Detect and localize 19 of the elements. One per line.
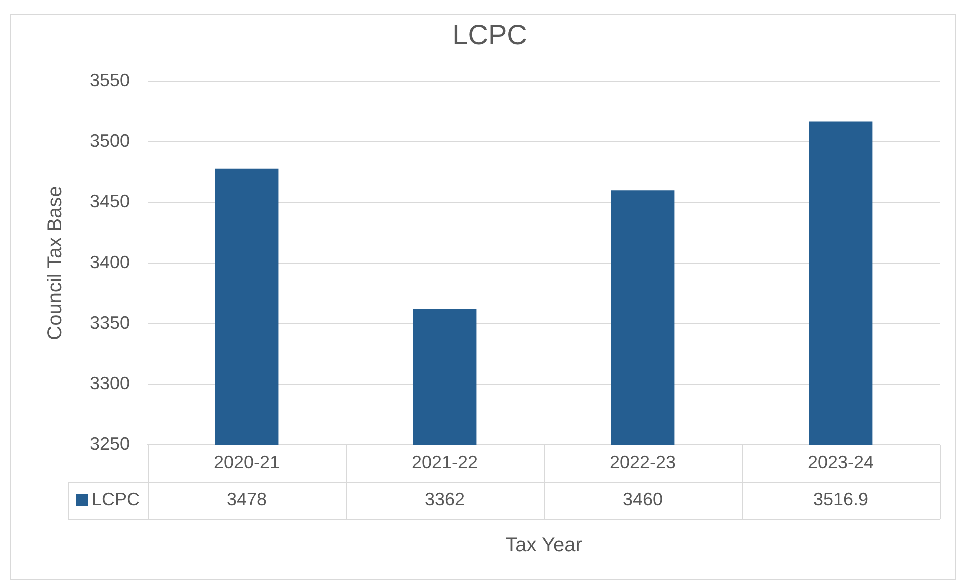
- y-tick-label: 3550: [90, 70, 130, 91]
- x-tick-label: 2020-21: [214, 452, 280, 472]
- y-tick-label: 3300: [90, 373, 130, 394]
- legend-label: LCPC: [92, 489, 140, 510]
- y-axis-title: Council Tax Base: [44, 186, 67, 340]
- y-tick-label: 3500: [90, 131, 130, 152]
- data-label: 3478: [227, 489, 268, 510]
- y-tick-label: 3450: [90, 192, 130, 212]
- data-label: 3362: [425, 489, 466, 510]
- x-tick-label: 2022-23: [610, 452, 676, 472]
- y-tick-label: 3400: [90, 252, 130, 272]
- x-tick-label: 2021-22: [412, 452, 478, 472]
- x-tick-label: 2023-24: [808, 452, 874, 472]
- y-tick-label: 3250: [90, 434, 130, 454]
- chart-title: LCPC: [452, 20, 528, 51]
- data-label: 3460: [622, 489, 664, 510]
- y-tick-label: 3350: [90, 312, 130, 333]
- x-axis-title: Tax Year: [506, 534, 583, 557]
- data-label: 3516.9: [813, 489, 869, 510]
